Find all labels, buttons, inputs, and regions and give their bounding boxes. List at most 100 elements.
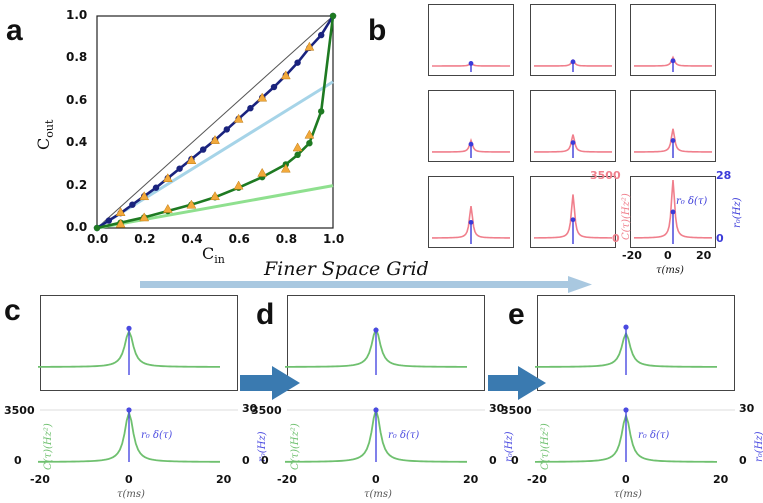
panel-e-xtick-neg20: -20 [527,473,547,486]
panel-label-b: b [368,14,387,47]
panel-a-lower-marker [304,129,315,139]
panel-c-left-tick-top: 3500 [4,404,35,417]
panel-e-left-tick-bottom: 0 [511,454,519,467]
panel-e-xtick-0: 0 [622,473,630,486]
panel-e-left-tick-top: 3500 [501,404,532,417]
panel-d-xtick-20: 20 [463,473,479,486]
panel-b-delta-dot [570,59,576,65]
panel-b-xtick-20: 20 [696,249,712,262]
panel-c-xtick-neg20: -20 [30,473,50,486]
panel-a-lower-marker [139,212,150,222]
panel-d-xtick-neg20: -20 [277,473,297,486]
panel-d-top-plot [284,295,485,391]
panel-b-subplot [630,4,716,76]
panel-a-upper-point [318,31,325,39]
panel-b-subplot [630,90,716,162]
panel-e-annotation: r₀ δ(τ) [638,430,670,441]
panel-e-right-tick-bottom: 0 [739,454,747,467]
panel-a-upper-marker [304,41,315,51]
panel-a-upper-point [270,83,278,91]
panel-a-lower-point [306,140,313,147]
panel-c-xtick-0: 0 [125,473,133,486]
panel-b-delta-dot [670,209,676,215]
panel-a-lower-point [294,151,301,159]
panel-d-top-delta-dot [373,327,379,333]
panel-c-top-plot [37,295,238,391]
panel-b-right-tick-top: 28 [716,169,732,182]
panel-a-upper-point [105,217,113,224]
panel-d-top-frame [287,295,485,391]
panel-b-delta-dot [670,58,676,64]
panel-a-xlabel-sub: in [214,253,225,267]
panel-a-lower-marker [257,167,268,177]
panel-label-c: c [4,294,21,327]
panel-b-correlation-line [633,179,713,239]
panel-d-right-tick-bottom: 0 [489,454,497,467]
panel-label-e: e [508,298,525,331]
panel-b-delta-dot [570,217,576,223]
panel-b-subplot [428,4,514,76]
panel-a-upper-marker [257,92,268,102]
panel-e-top-frame [537,295,735,391]
panel-a-xtick: 1.0 [323,232,345,246]
panel-d-xtick-0: 0 [372,473,380,486]
panel-e-bottom-plot [534,407,735,463]
panel-a-upper-marker [280,70,291,80]
panel-d-left-tick-bottom: 0 [261,454,269,467]
panel-a-lower-point [329,12,337,20]
panel-a-upper-point [176,165,183,172]
panel-e-xtick-20: 20 [713,473,729,486]
panel-b-left-tick-bottom: 0 [612,232,620,245]
panel-a-diagonal [96,15,334,229]
panel-c-xtick-20: 20 [216,473,232,486]
panel-a-upper-marker [210,135,220,144]
panel-b-right-tick-bottom: 0 [716,232,724,245]
panel-b-left-tick-top: 3500 [590,169,621,182]
panel-a-ytick: 0.8 [66,50,88,65]
panel-a-upper-point [129,201,136,208]
panel-d-xlabel: τ(ms) [364,489,392,500]
panel-e-xlabel: τ(ms) [614,489,642,500]
panel-b-delta-dot [468,141,474,147]
panel-a-lower-marker [280,163,291,173]
panel-b-delta-dot [670,138,676,143]
panel-c-bottom-plot [37,407,238,463]
panel-a-ytick: 0.6 [66,92,88,107]
panel-a-ytick: 0.0 [66,220,88,234]
panel-a-lower-marker [292,142,303,152]
panel-a-lower-point [93,224,101,232]
panel-e-bottom-delta-dot [623,407,629,413]
panel-a-xlabel: Cin [202,244,225,266]
panel-a-lower-tangent [96,184,334,230]
panel-b-subplot [630,176,716,248]
panel-a-upper-marker [186,155,197,165]
panel-d-bottom-plot [284,406,485,463]
panel-a-upper-marker [162,173,173,183]
banner-text: Finer Space Grid [264,258,429,280]
panel-d-left-tick-top: 3500 [251,404,282,417]
panel-a-lower-point [318,108,325,115]
panel-b-correlation-line [431,205,511,239]
panel-a-upper-point [152,184,160,191]
panel-b-delta-dot [468,219,474,225]
panel-b-subplot [530,4,616,76]
panel-a-xtick: 0.8 [275,232,298,246]
panel-b-correlation-line [633,55,713,67]
panel-c-right-tick-top: 30 [242,402,258,415]
panel-b-subplot [428,176,514,248]
panel-a-xtick: 0.0 [87,232,109,246]
panel-label-a: a [6,14,23,47]
panel-a-upper-marker [115,207,126,216]
panel-d-annotation: r₀ δ(τ) [388,430,420,441]
panel-c-xlabel: τ(ms) [117,489,145,500]
panel-c-annotation: r₀ δ(τ) [141,430,173,441]
panel-a-upper-marker [139,191,150,201]
panel-b-subplot [428,90,514,162]
panel-c-bottom-delta-dot [126,407,132,413]
panel-a-upper-point [294,59,301,66]
panel-c-top-delta-dot [126,325,132,331]
panel-c-top-frame [40,295,238,391]
